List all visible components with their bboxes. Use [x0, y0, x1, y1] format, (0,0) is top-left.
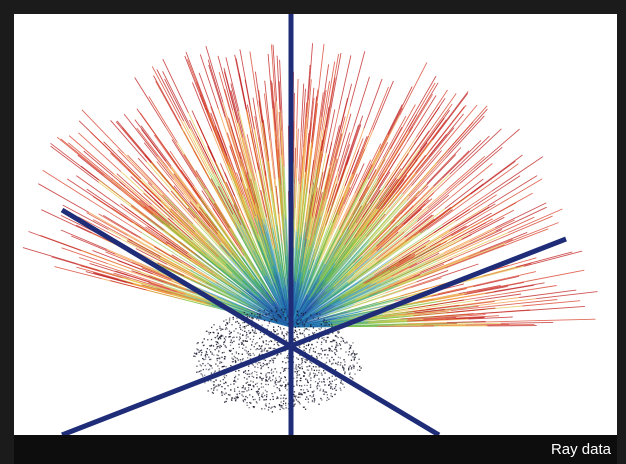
- caption-bar: Ray data: [14, 435, 617, 464]
- axis-line: [61, 236, 567, 435]
- coordinate-axes: [60, 14, 567, 435]
- image-caption: Ray data: [550, 441, 611, 458]
- ray-bundle: [22, 43, 598, 328]
- ray-visualization-viewport: [14, 14, 617, 435]
- ray-visualization: [22, 14, 598, 435]
- axis-line: [60, 207, 441, 435]
